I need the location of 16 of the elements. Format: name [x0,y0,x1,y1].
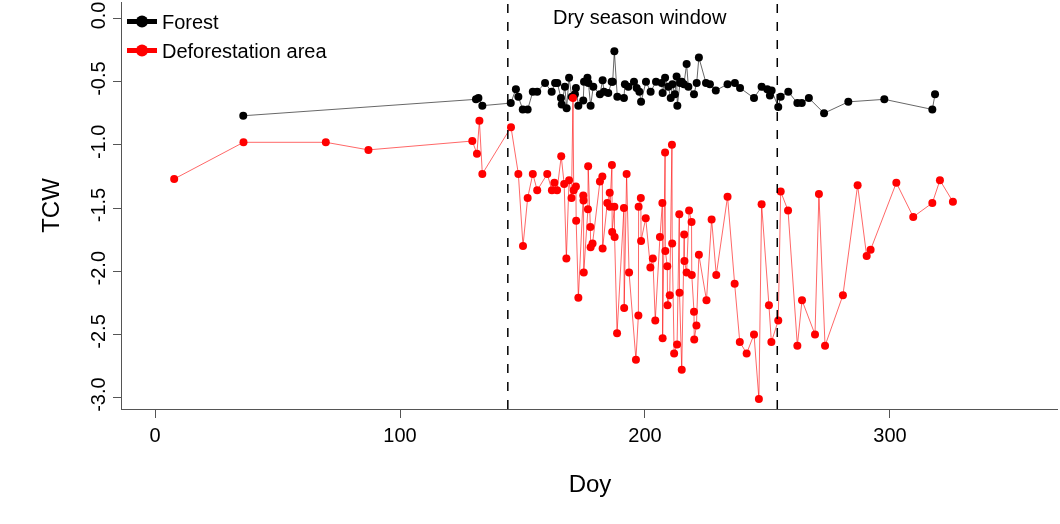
y-tick-label: 0.0 [87,1,109,30]
y-axis-title: TCW [37,177,65,233]
legend-label: Deforestation area [162,40,328,63]
y-tick-label: -2.0 [87,251,109,286]
legend-label: Forest [162,11,220,34]
x-tick-label: 0 [149,424,161,446]
y-tick-label: -1.5 [87,187,109,223]
annotation: Dry season window [553,6,727,28]
x-tick-label: 200 [628,424,662,446]
y-tick-label: -3.0 [87,377,109,412]
y-tick-label: -0.5 [87,61,109,96]
x-tick-label: 100 [383,424,417,446]
x-tick-label: 300 [873,424,907,446]
y-tick-label: -2.5 [87,314,109,349]
x-axis-title: Doy [568,470,612,498]
y-tick-label: -1.0 [87,124,109,160]
